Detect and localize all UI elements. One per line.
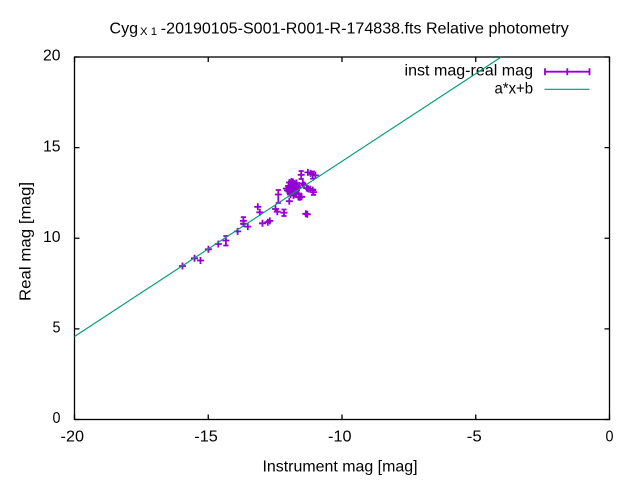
svg-text:-20: -20	[61, 429, 85, 446]
svg-text:Real mag [mag]: Real mag [mag]	[18, 182, 35, 301]
svg-text:-10: -10	[328, 429, 352, 446]
svg-text:5: 5	[53, 320, 61, 337]
svg-text:X 1: X 1	[140, 26, 157, 38]
svg-text:-5: -5	[467, 429, 482, 446]
svg-text:Cyg: Cyg	[110, 21, 139, 38]
svg-text:15: 15	[43, 138, 61, 155]
svg-text:-15: -15	[194, 429, 218, 446]
svg-text:inst mag-real mag: inst mag-real mag	[405, 63, 534, 80]
svg-text:0: 0	[606, 429, 614, 446]
svg-text:10: 10	[43, 229, 61, 246]
svg-text:Instrument mag [mag]: Instrument mag [mag]	[263, 459, 418, 476]
svg-text:-20190105-S001-R001-R-174838.f: -20190105-S001-R001-R-174838.fts Relativ…	[161, 21, 569, 38]
svg-text:20: 20	[43, 48, 61, 65]
svg-text:a*x+b: a*x+b	[495, 80, 534, 97]
svg-text:0: 0	[53, 410, 61, 427]
